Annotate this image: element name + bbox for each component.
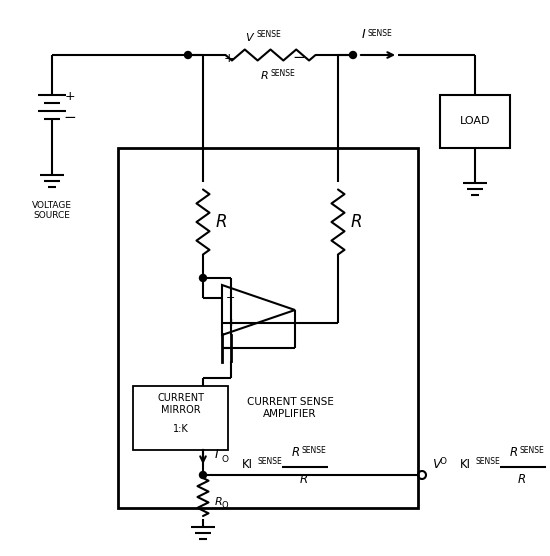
Text: I: I [361, 28, 365, 41]
Text: O: O [439, 456, 446, 465]
Text: O: O [221, 502, 228, 510]
Text: LOAD: LOAD [460, 117, 490, 127]
Text: SENSE: SENSE [258, 456, 283, 465]
Circle shape [200, 275, 206, 281]
Text: SENSE: SENSE [271, 69, 295, 78]
Text: −: − [226, 292, 236, 302]
Text: R: R [518, 473, 526, 486]
Bar [118, 148, 418, 508]
Text: −: − [64, 110, 76, 125]
Circle shape [349, 52, 356, 58]
Text: R: R [261, 71, 268, 81]
Text: SENSE: SENSE [367, 29, 392, 38]
Text: CURRENT SENSE
AMPLIFIER: CURRENT SENSE AMPLIFIER [246, 397, 333, 419]
Text: KI: KI [242, 459, 253, 471]
Text: 1:K: 1:K [173, 424, 188, 434]
Text: CURRENT
MIRROR: CURRENT MIRROR [157, 393, 204, 415]
Text: V: V [245, 33, 252, 43]
Text: R: R [300, 473, 308, 486]
Text: V: V [432, 459, 441, 471]
Circle shape [184, 52, 191, 58]
Text: +: + [65, 91, 75, 103]
Text: SENSE: SENSE [301, 446, 326, 455]
Bar [133, 386, 228, 450]
Text: +: + [223, 52, 234, 64]
Text: KI: KI [460, 459, 471, 471]
Text: I: I [215, 449, 219, 461]
Text: SENSE: SENSE [476, 456, 500, 465]
Text: R: R [215, 213, 227, 231]
Text: SENSE: SENSE [519, 446, 544, 455]
Text: +: + [226, 317, 236, 327]
Text: VOLTAGE
SOURCE: VOLTAGE SOURCE [32, 201, 72, 220]
Circle shape [200, 471, 206, 479]
Text: −: − [292, 51, 305, 66]
Text: R: R [510, 446, 518, 459]
Bar [440, 95, 510, 148]
Text: R: R [350, 213, 362, 231]
Text: O: O [221, 454, 228, 464]
Text: R: R [292, 446, 300, 459]
Text: R: R [215, 497, 223, 507]
Text: SENSE: SENSE [256, 30, 281, 39]
